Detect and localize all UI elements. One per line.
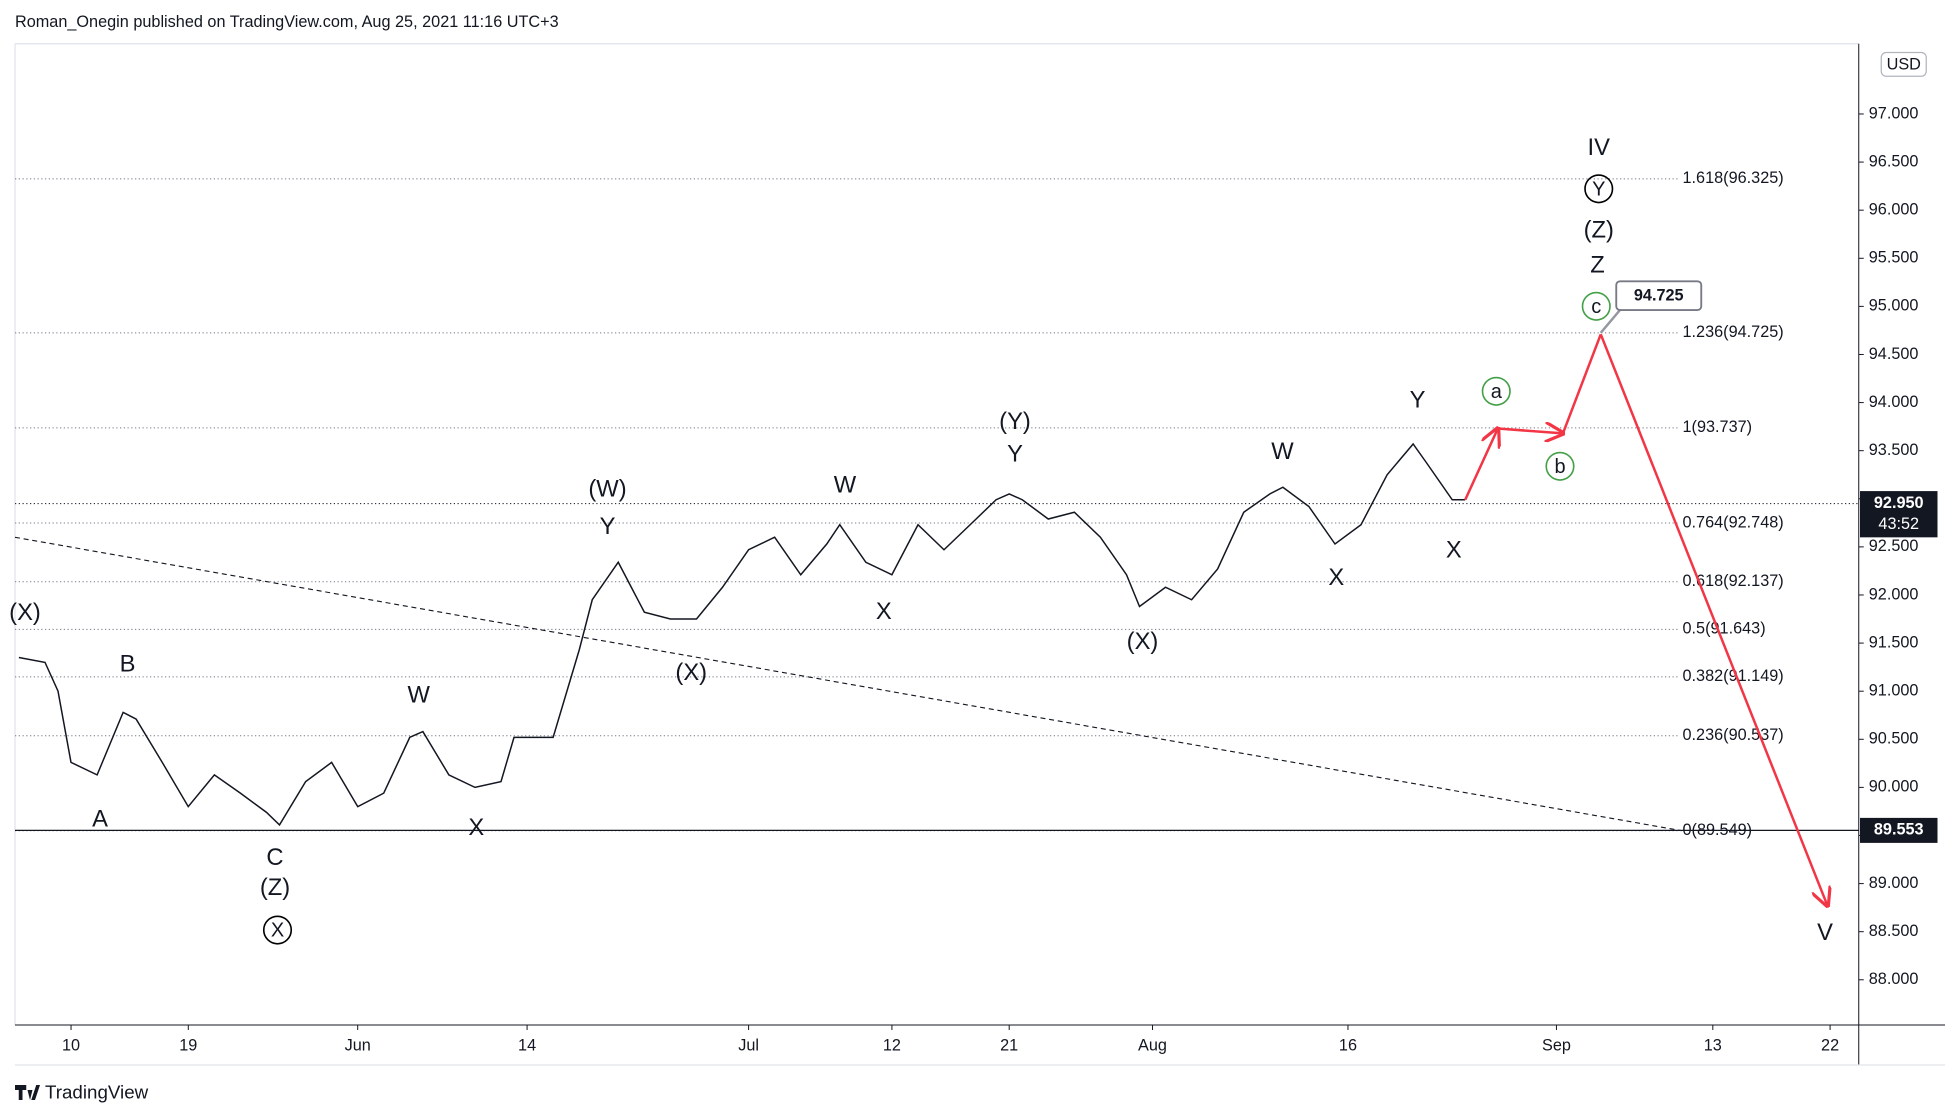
wave-label: X [468,814,484,841]
fib-label: 1(93.737) [1683,418,1753,436]
logo [15,1085,41,1100]
wave-label: X [271,920,284,942]
fib-label: 0.382(91.149) [1683,667,1784,685]
wave-label: X [1328,564,1344,591]
x-tick-label: 22 [1821,1037,1839,1055]
projection-segment [1464,429,1498,501]
wave-label: C [266,844,283,871]
wave-label: IV [1588,134,1611,161]
y-tick-label: 90.500 [1869,730,1919,748]
price-badge [1860,491,1938,538]
x-tick-label: 21 [1000,1037,1018,1055]
wave-label: (X) [1127,628,1159,655]
wave-label: A [92,805,108,832]
fib-label: 1.236(94.725) [1683,323,1784,341]
callout-label: 94.725 [1634,287,1684,305]
wave-label: W [1271,438,1294,465]
y-tick-label: 91.500 [1869,633,1919,651]
x-tick-label: 16 [1339,1037,1357,1055]
fib-label: 0.236(90.537) [1683,726,1784,744]
wave-label: W [834,472,857,499]
wave-label: Y [1592,178,1605,200]
wave-circle [262,915,293,945]
wave-label: Z [1590,252,1605,279]
x-tick-label: Aug [1138,1037,1167,1055]
wave-label: (X) [9,599,41,626]
wave-label: a [1491,381,1503,403]
projection-segment [1561,333,1602,434]
callout-pointer [1599,309,1621,334]
x-tick-label: Sep [1542,1037,1571,1055]
wave-label: (W) [588,475,626,502]
wave-circle [1545,451,1575,481]
wave-circle [1584,174,1614,204]
currency-box [1880,51,1927,77]
header: Roman_Onegin published on TradingView.co… [15,13,559,31]
x-tick-label: Jun [345,1037,371,1055]
wave-label: X [876,598,892,625]
callout-box [1615,280,1703,311]
y-tick-label: 91.000 [1869,681,1919,699]
fib-label: 1.618(96.325) [1683,169,1784,187]
projection-segment [1497,429,1563,434]
wave-label: Y [600,513,616,540]
y-tick-label: 90.000 [1869,778,1919,796]
fib-label: 0.764(92.748) [1683,513,1784,531]
y-tick-label: 95.000 [1869,297,1919,315]
x-tick-label: 10 [62,1037,80,1055]
y-tick-label: 89.000 [1869,874,1919,892]
wave-label: (Z) [1584,217,1614,244]
x-tick-label: 19 [179,1037,197,1055]
wave-label: W [408,682,431,709]
y-tick-label: 93.500 [1869,441,1919,459]
wave-label: (Z) [260,874,290,901]
wave-circle [1481,376,1511,406]
fib-label: 0.618(92.137) [1683,572,1784,590]
trendline [14,536,1682,832]
fib-label: 0.5(91.643) [1683,620,1766,638]
y-tick-label: 95.500 [1869,249,1919,267]
wave-label: B [120,650,136,677]
y-tick-label: 94.500 [1869,345,1919,363]
wave-label: Y [1007,440,1023,467]
wave-label: (X) [675,659,707,686]
y-tick-label: 96.500 [1869,152,1919,170]
wave-label: Y [1410,387,1426,414]
x-tick-label: 13 [1704,1037,1722,1055]
y-tick-label: 92.500 [1869,537,1919,555]
y-tick-label: 97.000 [1869,104,1919,122]
x-tick-label: 14 [518,1037,536,1055]
y-tick-label: 96.000 [1869,200,1919,218]
wave-circle [1581,291,1611,321]
x-tick-label: 12 [883,1037,901,1055]
wave-label: V [1817,919,1833,946]
footer-brand: TradingView [45,1082,149,1103]
y-tick-label: 88.000 [1869,970,1919,988]
wave-label: c [1591,296,1601,318]
wave-label: X [1446,537,1462,564]
price-badge-label: 92.950 [1874,494,1924,512]
y-tick-label: 94.000 [1869,393,1919,411]
price-line-series [18,442,1466,827]
x-tick-label: Jul [738,1037,759,1055]
low-badge-label: 89.553 [1874,821,1924,839]
currency: USD [1887,55,1921,73]
low-badge [1860,817,1938,843]
projection-segment [1599,333,1828,905]
y-tick-label: 92.000 [1869,585,1919,603]
wave-label: b [1554,456,1565,478]
countdown: 43:52 [1878,515,1919,533]
y-tick-label: 88.500 [1869,922,1919,940]
wave-label: (Y) [999,408,1031,435]
